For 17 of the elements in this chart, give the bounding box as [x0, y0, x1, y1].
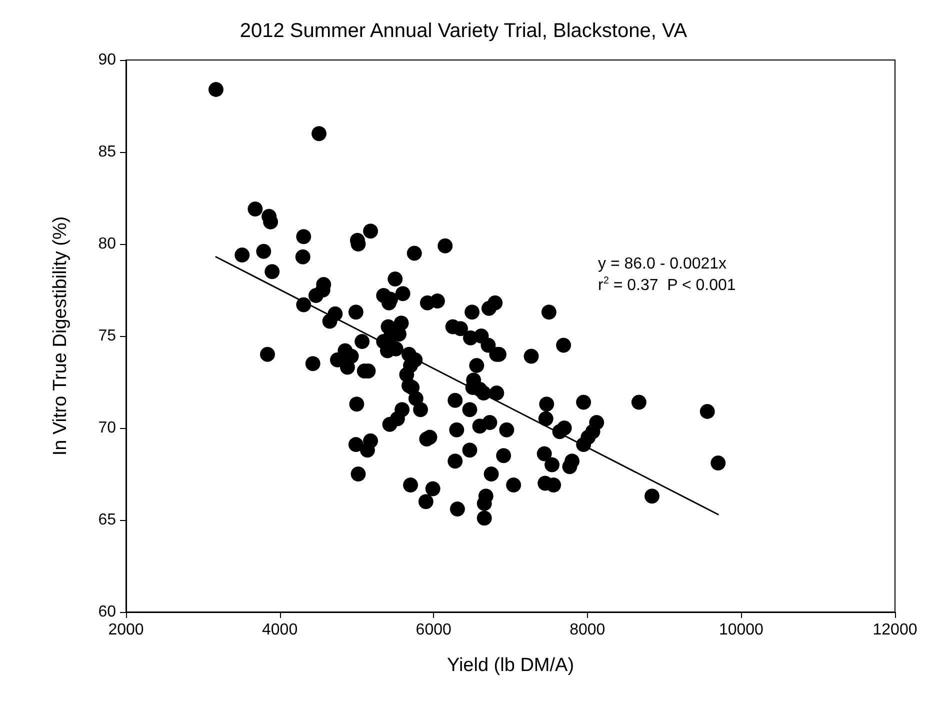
y-tick-label: 60 — [98, 604, 116, 620]
x-tick-label: 6000 — [416, 622, 452, 638]
x-tick-label: 2000 — [108, 622, 144, 638]
annotation: y = 86.0 - 0.0021x — [598, 256, 727, 272]
y-tick-label: 65 — [98, 512, 116, 528]
x-axis-title: Yield (lb DM/A) — [446, 655, 574, 676]
y-tick-label: 85 — [98, 144, 116, 160]
y-tick-label: 90 — [98, 52, 116, 68]
x-tick-label: 12000 — [872, 622, 918, 638]
x-tick-label: 10000 — [718, 622, 764, 638]
y-tick-label: 70 — [98, 420, 116, 436]
y-axis-title: In Vitro True Digestibility (%) — [50, 216, 71, 456]
x-tick-label: 8000 — [570, 622, 606, 638]
y-tick-label: 80 — [98, 236, 116, 252]
x-tick-label: 4000 — [262, 622, 298, 638]
y-tick-label: 75 — [98, 328, 116, 344]
chart-title: 2012 Summer Annual Variety Trial, Blackstone, VA — [240, 20, 688, 42]
